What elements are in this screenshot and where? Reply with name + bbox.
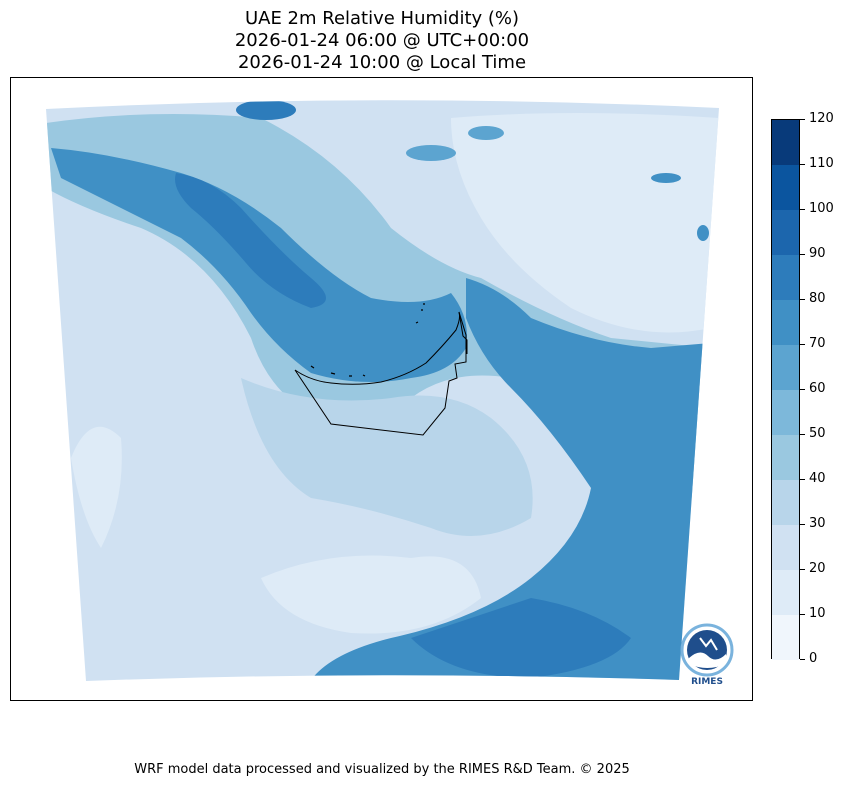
colorbar-band <box>772 255 799 300</box>
colorbar-tick-label: 20 <box>809 561 826 576</box>
humidity-fill-low-west <box>71 426 122 548</box>
humidity-fill-low-south <box>261 555 481 634</box>
colorbar-tick-label: 30 <box>809 516 826 531</box>
humidity-blob <box>697 225 709 241</box>
humidity-blob <box>406 145 456 161</box>
humidity-blob <box>468 126 504 140</box>
humidity-fill-gulf-core <box>175 173 326 308</box>
colorbar-band <box>772 615 799 660</box>
oman-musandam-outline <box>458 311 468 354</box>
colorbar-tick-label: 110 <box>809 156 834 171</box>
colorbar-tick-mark <box>800 164 805 165</box>
colorbar-tick-label: 50 <box>809 426 826 441</box>
colorbar-band <box>772 525 799 570</box>
humidity-fill-low-east <box>451 113 719 333</box>
rimes-logo-text: RIMES <box>691 677 723 687</box>
colorbar-tick-mark <box>800 569 805 570</box>
humidity-map <box>46 100 719 681</box>
colorbar-tick-mark <box>800 209 805 210</box>
colorbar-tick-label: 10 <box>809 606 826 621</box>
colorbar-tick-label: 90 <box>809 246 826 261</box>
colorbar-tick-mark <box>800 254 805 255</box>
colorbar-band <box>772 345 799 390</box>
footer-credit: WRF model data processed and visualized … <box>134 762 630 777</box>
colorbar-band <box>772 435 799 480</box>
colorbar-tick-label: 60 <box>809 381 826 396</box>
colorbar-tick-label: 70 <box>809 336 826 351</box>
uae-islands <box>310 303 425 377</box>
colorbar-tick-mark <box>800 524 805 525</box>
colorbar-band <box>772 480 799 525</box>
colorbar-band <box>772 390 799 435</box>
map-subtitle-utc: 2026-01-24 06:00 @ UTC+00:00 <box>234 30 530 51</box>
colorbar-tick-label: 120 <box>809 111 834 126</box>
colorbar-tick-label: 100 <box>809 201 834 216</box>
humidity-blob <box>236 100 296 120</box>
humidity-blob <box>651 173 681 183</box>
colorbar-band <box>772 300 799 345</box>
rimes-logo <box>680 623 734 677</box>
colorbar-band <box>772 570 799 615</box>
colorbar-tick-mark <box>800 614 805 615</box>
colorbar <box>771 119 800 660</box>
colorbar-band <box>772 120 799 165</box>
colorbar-tick-mark <box>800 119 805 120</box>
colorbar-tick-label: 0 <box>809 651 818 666</box>
colorbar-tick-label: 40 <box>809 471 826 486</box>
map-subtitle-local: 2026-01-24 10:00 @ Local Time <box>237 52 527 73</box>
colorbar-tick-label: 80 <box>809 291 826 306</box>
colorbar-tick-mark <box>800 659 805 660</box>
colorbar-tick-mark <box>800 344 805 345</box>
colorbar-tick-mark <box>800 299 805 300</box>
colorbar-tick-mark <box>800 479 805 480</box>
map-title: UAE 2m Relative Humidity (%) <box>244 8 520 29</box>
colorbar-tick-mark <box>800 434 805 435</box>
humidity-fill-gulf-of-oman <box>311 278 711 680</box>
humidity-fill-arabian-sea-core <box>411 598 631 678</box>
colorbar-band <box>772 210 799 255</box>
colorbar-tick-mark <box>800 389 805 390</box>
colorbar-band <box>772 165 799 210</box>
humidity-fill-mid-central <box>241 378 533 536</box>
map-frame <box>10 77 753 701</box>
